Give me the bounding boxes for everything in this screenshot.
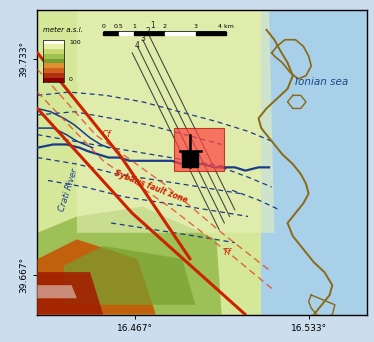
Polygon shape bbox=[37, 239, 156, 315]
Polygon shape bbox=[196, 31, 226, 35]
Polygon shape bbox=[37, 10, 280, 315]
Bar bbox=[43, 44, 64, 49]
Text: 3: 3 bbox=[140, 34, 145, 43]
Text: Sybaris fault zone: Sybaris fault zone bbox=[113, 169, 188, 205]
Polygon shape bbox=[119, 31, 134, 35]
Bar bbox=[43, 68, 64, 73]
Polygon shape bbox=[165, 31, 196, 35]
Polygon shape bbox=[37, 285, 77, 298]
Text: meter a.s.l.: meter a.s.l. bbox=[43, 27, 83, 33]
Text: 3: 3 bbox=[194, 24, 197, 29]
Text: 0: 0 bbox=[69, 77, 73, 82]
Polygon shape bbox=[64, 246, 195, 305]
Text: Ionian sea: Ionian sea bbox=[295, 77, 349, 87]
Text: 4 km: 4 km bbox=[218, 24, 234, 29]
Text: 4: 4 bbox=[135, 41, 140, 50]
Text: 2: 2 bbox=[163, 24, 167, 29]
Text: 0.5: 0.5 bbox=[114, 24, 123, 29]
Bar bbox=[43, 54, 64, 58]
Polygon shape bbox=[37, 272, 103, 315]
Text: 1: 1 bbox=[151, 21, 155, 30]
Text: 100: 100 bbox=[69, 40, 81, 45]
Bar bbox=[43, 78, 64, 82]
Polygon shape bbox=[37, 207, 222, 315]
Text: 1: 1 bbox=[132, 24, 136, 29]
Polygon shape bbox=[77, 10, 275, 233]
Text: 2: 2 bbox=[145, 27, 150, 37]
Bar bbox=[43, 73, 64, 78]
Polygon shape bbox=[182, 151, 198, 167]
Text: 0: 0 bbox=[101, 24, 105, 29]
Text: Cf: Cf bbox=[101, 130, 111, 139]
Polygon shape bbox=[261, 10, 367, 315]
Text: Tf: Tf bbox=[223, 248, 231, 257]
Polygon shape bbox=[134, 31, 165, 35]
Bar bbox=[43, 49, 64, 54]
Bar bbox=[174, 128, 224, 171]
Bar bbox=[43, 63, 64, 68]
Bar bbox=[43, 40, 64, 44]
Text: Crati River: Crati River bbox=[58, 168, 80, 213]
Bar bbox=[43, 58, 64, 63]
Polygon shape bbox=[103, 31, 119, 35]
